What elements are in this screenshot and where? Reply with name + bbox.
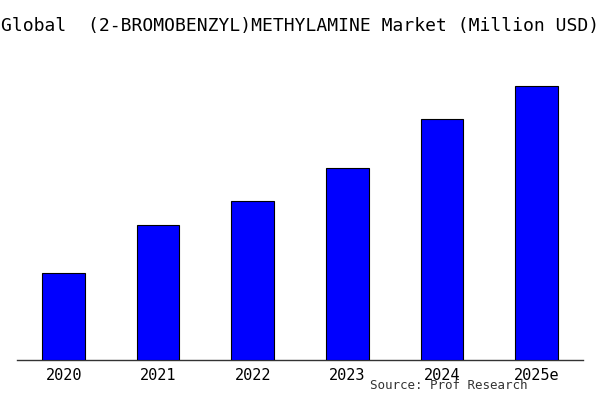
Bar: [326, 168, 368, 360]
Bar: [515, 86, 557, 360]
Title: Global  (2-BROMOBENZYL)METHYLAMINE Market (Million USD): Global (2-BROMOBENZYL)METHYLAMINE Market…: [1, 17, 599, 35]
Bar: [232, 201, 274, 360]
Text: Source: Prof Research: Source: Prof Research: [371, 379, 528, 392]
Bar: [137, 225, 179, 360]
Bar: [421, 120, 463, 360]
Bar: [43, 274, 85, 360]
